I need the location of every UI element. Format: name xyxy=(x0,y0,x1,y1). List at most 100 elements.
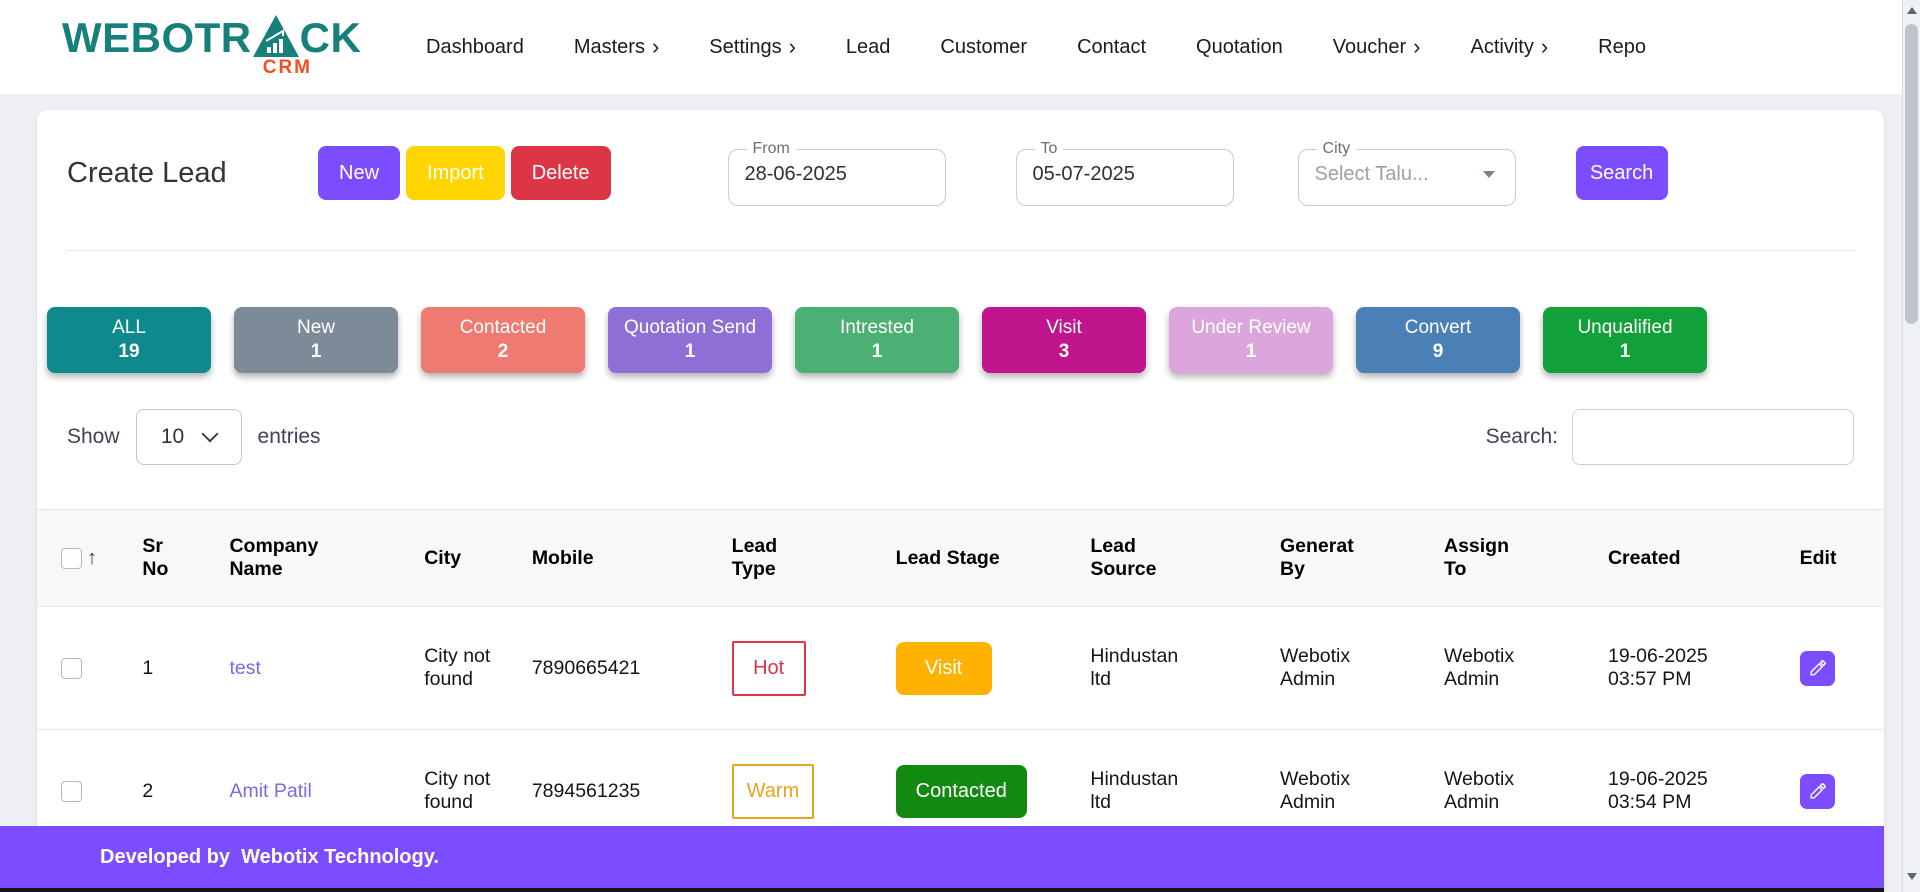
column-header[interactable]: Lead Type xyxy=(723,509,888,607)
cell-mobile: 7890665421 xyxy=(523,606,724,730)
page-title: Create Lead xyxy=(67,156,227,189)
table-row: 1 test City not found 7890665421 Hot Vis… xyxy=(37,606,1884,730)
status-filter-count: 1 xyxy=(1619,341,1631,362)
status-filter-tab[interactable]: Contacted 2 xyxy=(421,307,585,373)
company-name-link[interactable]: Amit Patil xyxy=(229,779,312,802)
pencil-icon xyxy=(1810,782,1826,799)
table-controls: Show 10 entries Search: xyxy=(37,373,1884,465)
city-select[interactable]: City Select Talu... xyxy=(1297,140,1516,206)
cell-generated-by: Webotix Admin xyxy=(1280,768,1351,813)
edit-button[interactable] xyxy=(1799,650,1835,686)
import-button[interactable]: Import xyxy=(406,146,505,200)
nav-item-label: Dashboard xyxy=(426,35,524,58)
to-date-field[interactable]: To 05-07-2025 xyxy=(1015,140,1234,206)
window-bottom-edge xyxy=(0,888,1884,892)
nav-item[interactable]: Quotation xyxy=(1196,36,1283,59)
status-filter-count: 9 xyxy=(1432,341,1444,362)
status-filter-tab[interactable]: Quotation Send 1 xyxy=(608,307,772,373)
status-filter-tab[interactable]: Under Review 1 xyxy=(1169,307,1333,373)
pencil-icon xyxy=(1810,659,1826,676)
column-header[interactable]: Lead Stage xyxy=(887,509,1083,607)
toolbar: Create Lead New Import Delete From 28-06… xyxy=(37,110,1884,226)
cell-city: City not found xyxy=(416,606,524,730)
table-search-input[interactable] xyxy=(1572,409,1854,465)
brand-name-right: CK xyxy=(299,14,362,62)
status-filter-tab[interactable]: ALL 19 xyxy=(47,307,211,373)
brand-logo[interactable]: WEBOTR CK CRM xyxy=(62,15,361,79)
table-header-row: ↑ Sr No Company Name City Mobile Lead Type Lead … xyxy=(37,509,1884,607)
status-filter-tab[interactable]: Unqualified 1 xyxy=(1543,307,1707,373)
page-scrollbar[interactable] xyxy=(1902,0,1920,892)
cell-assign-to: Webotix Admin xyxy=(1443,645,1515,690)
divider xyxy=(67,250,1854,251)
nav-item[interactable]: Masters › xyxy=(574,36,659,59)
from-date-value: 28-06-2025 xyxy=(744,163,847,185)
edit-button[interactable] xyxy=(1799,773,1835,809)
column-header[interactable]: Sr No xyxy=(134,509,222,607)
nav-item[interactable]: Contact xyxy=(1077,36,1146,59)
nav-item[interactable]: Repo xyxy=(1598,36,1646,59)
cell-created: 19-06-2025 03:54 PM xyxy=(1607,768,1708,813)
nav-item-label: Customer xyxy=(940,35,1028,58)
new-button[interactable]: New xyxy=(318,146,401,200)
nav-item-label: Masters xyxy=(573,35,645,58)
entries-label: entries xyxy=(257,425,321,448)
status-filter-count: 1 xyxy=(1245,341,1257,362)
row-checkbox[interactable] xyxy=(61,780,82,802)
nav-menu: Dashboard Masters › Settings › Lead Cust… xyxy=(426,36,1890,59)
select-all-checkbox[interactable] xyxy=(61,547,82,569)
company-name-link[interactable]: test xyxy=(229,656,261,679)
status-filter-row: ALL 19 New 1 Contacted 2 Quotation Send … xyxy=(37,251,1884,373)
column-header[interactable]: Assign To xyxy=(1435,509,1600,607)
table-search-label: Search: xyxy=(1485,425,1558,448)
status-filter-count: 2 xyxy=(497,341,509,362)
scrollbar-thumb[interactable] xyxy=(1905,24,1918,324)
status-filter-count: 1 xyxy=(310,341,322,362)
column-header[interactable]: Mobile xyxy=(523,509,724,607)
logo-triangle-chart-icon xyxy=(252,15,299,57)
column-header[interactable]: Company Name xyxy=(221,509,417,607)
column-header[interactable]: City xyxy=(416,509,524,607)
nav-item[interactable]: Voucher › xyxy=(1333,36,1421,59)
sort-up-icon: ↑ xyxy=(87,546,97,569)
from-date-field[interactable]: From 28-06-2025 xyxy=(727,140,946,206)
status-filter-tab[interactable]: New 1 xyxy=(234,307,398,373)
cell-created: 19-06-2025 03:57 PM xyxy=(1607,645,1708,690)
column-header[interactable]: Lead Source xyxy=(1082,509,1272,607)
lead-stage-button[interactable]: Contacted xyxy=(895,764,1027,818)
nav-item[interactable]: Lead xyxy=(846,36,891,59)
table-body: 1 test City not found 7890665421 Hot Vis… xyxy=(37,606,1884,853)
column-header[interactable]: Generat By xyxy=(1272,509,1436,607)
column-header[interactable]: Edit xyxy=(1791,509,1884,607)
nav-item[interactable]: Dashboard xyxy=(426,36,524,59)
status-filter-tab[interactable]: Visit 3 xyxy=(982,307,1146,373)
entries-select-value: 10 xyxy=(160,425,185,448)
nav-item[interactable]: Customer xyxy=(940,36,1027,59)
status-filter-tab[interactable]: Convert 9 xyxy=(1356,307,1520,373)
cell-sr-no: 1 xyxy=(134,606,222,730)
status-filter-label: New xyxy=(296,317,335,338)
cell-lead-source: Hindustan ltd xyxy=(1090,768,1179,813)
status-filter-label: Intrested xyxy=(840,317,914,338)
lead-stage-button[interactable]: Visit xyxy=(895,641,992,695)
scroll-up-icon[interactable] xyxy=(1907,7,1917,14)
scroll-down-icon[interactable] xyxy=(1907,873,1917,880)
status-filter-label: Contacted xyxy=(459,317,547,338)
column-header[interactable]: Created xyxy=(1599,509,1792,607)
create-lead-card: Create Lead New Import Delete From 28-06… xyxy=(37,110,1884,892)
row-checkbox[interactable] xyxy=(61,657,82,679)
nav-item-label: Activity xyxy=(1470,35,1534,58)
to-date-label: To xyxy=(1040,140,1058,157)
delete-button[interactable]: Delete xyxy=(510,146,611,200)
nav-item[interactable]: Settings › xyxy=(709,36,796,59)
search-button[interactable]: Search xyxy=(1575,146,1668,200)
status-filter-label: Unqualified xyxy=(1577,317,1673,338)
nav-item[interactable]: Activity › xyxy=(1470,36,1548,59)
status-filter-tab[interactable]: Intrested 1 xyxy=(795,307,959,373)
entries-select[interactable]: 10 xyxy=(135,409,242,465)
status-filter-count: 1 xyxy=(684,341,696,362)
chevron-right-icon: › xyxy=(1413,35,1421,59)
status-filter-label: Convert xyxy=(1404,317,1472,338)
brand-sub-label: CRM xyxy=(262,57,312,78)
nav-item-label: Quotation xyxy=(1196,35,1283,58)
